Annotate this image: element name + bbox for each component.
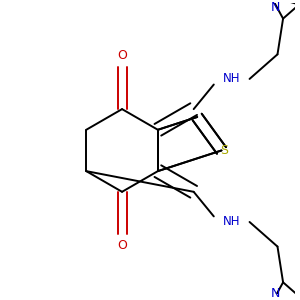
Text: S: S [220, 144, 228, 157]
Text: NH: NH [223, 215, 240, 229]
Text: O: O [117, 49, 127, 62]
Text: N: N [271, 1, 280, 14]
Text: NH: NH [223, 72, 240, 86]
Text: O: O [117, 239, 127, 252]
Text: N: N [271, 287, 280, 300]
